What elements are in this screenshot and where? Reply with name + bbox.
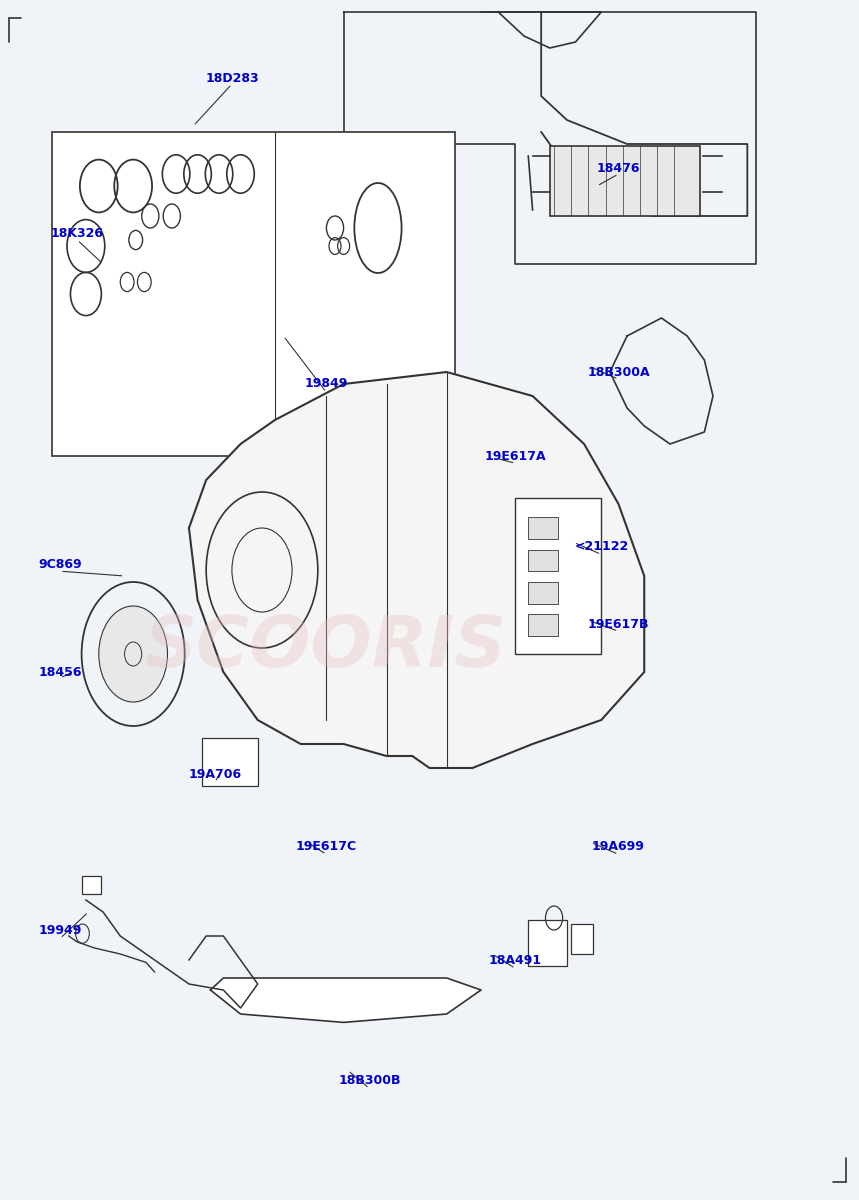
Bar bbox=[528, 582, 558, 604]
Text: 18D283: 18D283 bbox=[205, 72, 259, 84]
Text: 19E617B: 19E617B bbox=[588, 618, 649, 630]
Text: 18B300A: 18B300A bbox=[588, 366, 649, 378]
Text: 19849: 19849 bbox=[305, 378, 348, 390]
Text: 19A699: 19A699 bbox=[592, 840, 645, 852]
Text: 19E617C: 19E617C bbox=[295, 840, 357, 852]
Text: 19E617A: 19E617A bbox=[484, 450, 546, 462]
Bar bbox=[52, 132, 455, 456]
Bar bbox=[515, 498, 601, 654]
Text: 9C869: 9C869 bbox=[39, 558, 82, 570]
Text: 18456: 18456 bbox=[39, 666, 82, 678]
Polygon shape bbox=[210, 978, 481, 1022]
Polygon shape bbox=[189, 372, 644, 768]
Bar bbox=[571, 924, 593, 954]
Text: SCOORIS: SCOORIS bbox=[145, 613, 508, 683]
Text: 18A491: 18A491 bbox=[489, 954, 542, 966]
Text: 19A706: 19A706 bbox=[188, 768, 241, 780]
Text: 19949: 19949 bbox=[39, 924, 82, 936]
Bar bbox=[528, 517, 558, 539]
Circle shape bbox=[99, 606, 168, 702]
Text: 18K326: 18K326 bbox=[51, 228, 104, 240]
Text: 18476: 18476 bbox=[597, 162, 640, 174]
FancyBboxPatch shape bbox=[550, 146, 700, 216]
Bar bbox=[82, 876, 101, 894]
Bar bbox=[528, 920, 567, 966]
Bar bbox=[202, 738, 258, 786]
Bar bbox=[528, 550, 558, 571]
Text: 18B300B: 18B300B bbox=[338, 1074, 400, 1086]
Text: <21122: <21122 bbox=[574, 540, 629, 552]
Bar bbox=[528, 614, 558, 636]
